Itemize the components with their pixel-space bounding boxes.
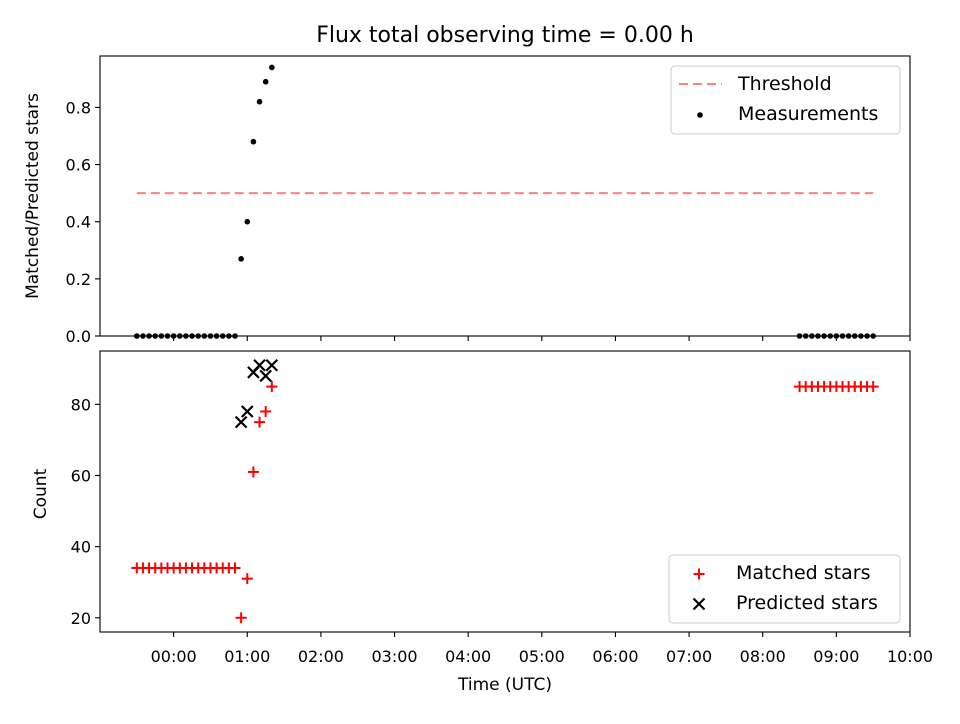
predicted-star-point — [253, 358, 266, 372]
top-y-tick-label: 0.0 — [66, 327, 91, 346]
matched-star-point — [254, 416, 266, 428]
measurement-point — [269, 64, 275, 71]
measurement-point — [244, 218, 251, 225]
x-tick-label: 03:00 — [371, 647, 417, 666]
top-ticks: 0.0 0.2 0.4 0.6 0.8 — [66, 98, 911, 346]
top-plot-frame — [99, 55, 911, 337]
x-tick-label: 06:00 — [592, 647, 638, 666]
bottom-y-tick-label: 20 — [71, 609, 91, 628]
predicted-legend-label: Predicted stars — [736, 592, 878, 614]
x-tick-label: 08:00 — [740, 647, 786, 666]
matched-star-point — [241, 573, 253, 585]
bottom-ticks: 20 40 60 80 00:00 01:00 02:00 03:00 04:00 05:00 06… — [71, 395, 933, 666]
x-tick-label: 02:00 — [298, 647, 344, 666]
top-plot: 0.00.20.40.60.8 Matched/Predicted stars … — [23, 55, 911, 346]
chart-title: Flux total observing time = 0.00 h — [316, 23, 694, 48]
predicted-legend-marker — [692, 597, 706, 611]
bottom-y-tick-label: 60 — [71, 466, 91, 485]
threshold-legend-label: Threshold — [737, 73, 832, 95]
x-tick-label: 07:00 — [666, 647, 712, 666]
top-y-tick-label: 0.4 — [66, 213, 91, 232]
matched-star-point — [247, 466, 259, 478]
matched-legend-plus — [693, 568, 705, 580]
x-tick-label: 00:00 — [151, 647, 197, 666]
top-legend-box — [670, 65, 901, 135]
measurement-point — [238, 256, 244, 262]
top-y-tick-label: 0.6 — [66, 156, 91, 175]
matched-star-point — [867, 381, 879, 393]
bottom-y-tick-label: 40 — [71, 538, 91, 557]
measurement-point — [262, 78, 269, 85]
bottom-y-axis-label: Count — [31, 468, 51, 519]
predicted-star-point — [259, 369, 272, 383]
bottom-legend: Matched stars Predicted stars — [668, 554, 901, 624]
matched-legend-label: Matched stars — [736, 562, 870, 584]
top-y-tick-label: 0.8 — [66, 98, 91, 117]
predicted-star-point — [234, 415, 248, 429]
top-y-axis-label: Matched/Predicted stars — [23, 93, 43, 299]
measurement-point — [256, 98, 263, 105]
x-tick-label: 04:00 — [445, 647, 491, 666]
matched-star-point — [266, 381, 278, 393]
bottom-marks — [131, 358, 879, 624]
measurements-legend-label: Measurements — [738, 103, 878, 125]
matched-star-point — [229, 562, 241, 574]
matched-legend-marker — [693, 568, 705, 580]
bottom-legend-box — [668, 554, 901, 624]
bottom-y-tick-label: 80 — [71, 395, 91, 414]
x-tick-label: 05:00 — [519, 647, 565, 666]
x-tick-label: 01:00 — [224, 647, 270, 666]
measurement-point — [250, 138, 257, 145]
matched-star-point — [260, 405, 272, 417]
top-y-tick-label: 0.2 — [66, 270, 91, 289]
predicted-star-point — [265, 358, 279, 372]
predicted-legend-cross — [692, 597, 706, 611]
x-axis-label: Time (UTC) — [457, 675, 552, 695]
predicted-star-point — [240, 405, 254, 418]
measurements-legend-marker — [697, 112, 703, 118]
matched-star-point — [235, 612, 247, 624]
top-legend: Threshold Measurements — [670, 65, 901, 135]
bottom-plot-frame — [99, 350, 911, 633]
bottom-plot: 20 40 60 80 00:00 01:00 02:00 03:00 04:00 05:00 06… — [31, 350, 933, 695]
x-tick-label: 09:00 — [813, 647, 859, 666]
x-tick-label: 10:00 — [887, 647, 933, 666]
